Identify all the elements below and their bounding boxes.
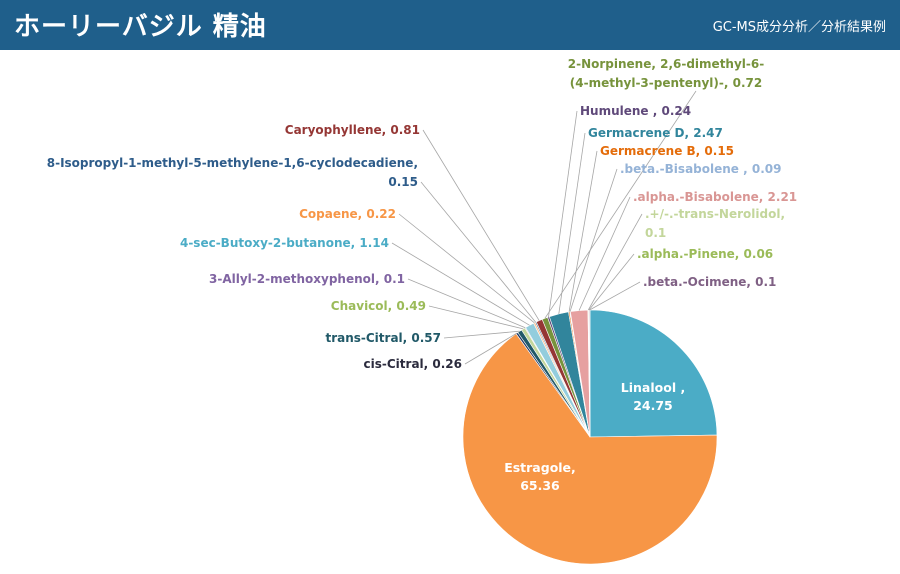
slice-label: 8-Isopropyl-1-methyl-5-methylene-1,6-cyc…: [47, 156, 418, 189]
leader-line: [443, 330, 520, 339]
pie-slice: [462, 333, 718, 565]
leader-line: [569, 168, 618, 312]
slice-label: Linalool , 24.75: [621, 380, 685, 413]
leader-line: [568, 150, 598, 312]
leader-line: [391, 242, 530, 326]
leader-line: [548, 110, 578, 318]
slice-label: .beta.-Bisabolene , 0.09: [620, 162, 781, 176]
slice-label: 4-sec-Butoxy-2-butanone, 1.14: [180, 236, 389, 250]
slice-label: trans-Citral, 0.57: [325, 331, 441, 345]
slice-label: 3-Allyl-2-methoxyphenol, 0.1: [209, 272, 405, 286]
pie-slices: [462, 309, 718, 565]
page-subtitle: GC-MS成分分析／分析結果例: [712, 20, 886, 35]
leader-line: [398, 213, 535, 324]
slice-label: .+/-.-trans-Nerolidol, 0.1: [645, 207, 785, 240]
slice-label: Germacrene B, 0.15: [600, 144, 734, 158]
leader-line: [587, 213, 643, 311]
leader-line: [544, 90, 697, 319]
page-title: ホーリーバジル 精油: [14, 12, 267, 42]
leader-line: [420, 181, 537, 323]
leader-line: [428, 305, 524, 330]
leader-line: [588, 253, 635, 311]
slice-label: .beta.-Ocimene, 0.1: [643, 275, 776, 289]
slice-label: Estragole, 65.36: [504, 460, 576, 493]
slice-label: cis-Citral, 0.26: [364, 357, 462, 371]
slice-labels: Linalool , 24.75 Estragole, 65.36 cis-Citral…: [47, 57, 797, 493]
leader-line: [464, 332, 518, 365]
slice-label: Chavicol, 0.49: [331, 299, 426, 313]
leader-line: [578, 196, 631, 311]
slice-label: .alpha.-Pinene, 0.06: [637, 247, 773, 261]
slice-label: .alpha.-Bisabolene, 2.21: [633, 190, 797, 204]
leader-line: [422, 129, 540, 321]
leader-line: [558, 132, 586, 314]
slice-label: 2-Norpinene, 2,6-dimethyl-6-(4-methyl-3-…: [568, 57, 764, 90]
slice-label: Humulene , 0.24: [580, 104, 691, 118]
header-bar: ホーリーバジル 精油 GC-MS成分分析／分析結果例: [0, 0, 900, 50]
leader-line: [407, 278, 526, 329]
leader-lines: [391, 90, 697, 365]
slice-label: Copaene, 0.22: [299, 207, 396, 221]
leader-line: [589, 281, 641, 311]
slice-label: Germacrene D, 2.47: [588, 126, 723, 140]
slice-label: Caryophyllene, 0.81: [285, 123, 420, 137]
pie-slice: [589, 309, 718, 438]
